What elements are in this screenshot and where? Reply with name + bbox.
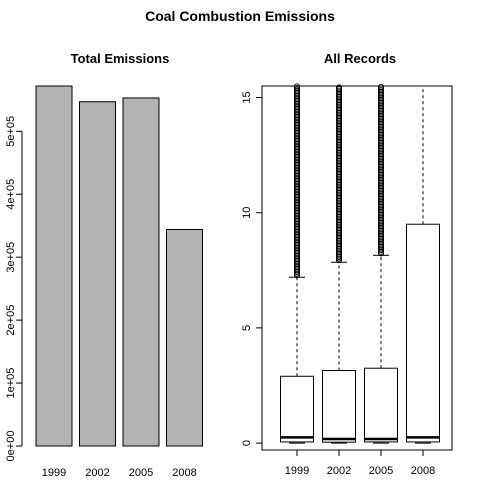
box [407,224,440,442]
bar-x-label: 1999 [42,467,66,479]
bar-y-tick-label: 5e+05 [5,116,17,147]
figure-title: Coal Combustion Emissions [145,8,335,24]
box [281,376,314,442]
bar-x-label: 2008 [172,467,196,479]
box-y-tick-label: 10 [241,207,253,219]
box-y-tick-label: 0 [241,440,253,446]
box-marks [281,84,440,443]
bar-y-tick-label: 4e+05 [5,179,17,210]
bar [36,86,72,446]
box [365,368,398,442]
bar [167,229,203,446]
bar-y-tick-label: 3e+05 [5,242,17,273]
box-chart-title: All Records [324,51,396,66]
box-x-label: 1999 [285,465,309,477]
bar-y-tick-label: 2e+05 [5,305,17,336]
total-emissions-panel: Total Emissions 0e+00 1e+05 2e+05 3e+05 4e+0… [5,51,203,479]
box-y-tick-label: 5 [241,325,253,331]
all-records-panel: All Records 0 5 10 15 1999 2002 2005 2008 [241,51,452,477]
box-x-axis: 1999 2002 2005 2008 [285,450,435,477]
bar-chart-title: Total Emissions [71,51,170,66]
bar-marks [36,86,203,446]
box-x-label: 2008 [411,465,435,477]
box [323,371,356,443]
box-x-label: 2005 [369,465,393,477]
bar-x-labels: 1999 2002 2005 2008 [42,467,197,479]
bar-x-label: 2005 [129,467,153,479]
bar [80,102,116,446]
bar-y-axis: 0e+00 1e+05 2e+05 3e+05 4e+05 5e+05 [5,116,22,462]
box-x-label: 2002 [327,465,351,477]
bar-x-label: 2002 [85,467,109,479]
bar-y-tick-label: 0e+00 [5,431,17,462]
box-y-axis: 0 5 10 15 [241,91,262,446]
bar-y-tick-label: 1e+05 [5,368,17,399]
box-y-tick-label: 15 [241,91,253,103]
bar [123,98,159,446]
